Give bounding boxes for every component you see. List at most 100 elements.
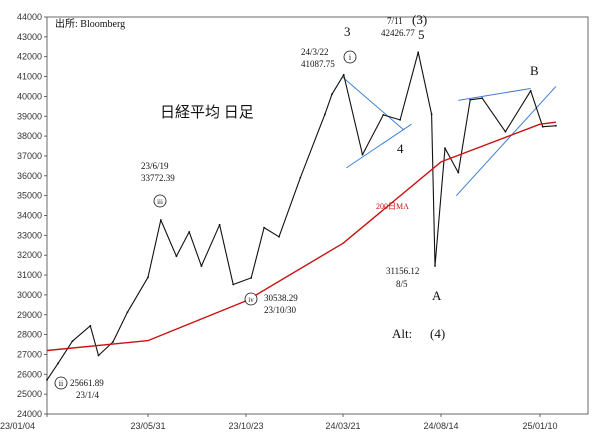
price-series-line <box>46 51 556 381</box>
price-point <box>46 379 48 381</box>
y-tick-label: 26000 <box>17 369 42 379</box>
anno-value-31156: 31156.12 <box>386 266 419 276</box>
x-tick-label: 24/08/14 <box>423 421 458 431</box>
price-point <box>57 362 59 365</box>
circle-label-iii: iii <box>153 194 167 208</box>
anno-value-41087: 41087.75 <box>301 59 335 69</box>
ma-series-line <box>46 121 556 352</box>
price-point <box>250 277 253 279</box>
anno-value-30538: 30538.29 <box>264 293 298 303</box>
y-tick-label: 29000 <box>17 310 42 320</box>
ma-label: 200日MA <box>376 202 409 211</box>
price-point <box>200 265 203 267</box>
price-point <box>555 124 557 127</box>
price-point <box>529 89 532 92</box>
y-tick-label: 30000 <box>17 290 42 300</box>
svg-text:i: i <box>349 53 352 62</box>
alt-label: Alt: <box>392 326 412 341</box>
price-point <box>112 341 114 343</box>
y-tick-label: 39000 <box>17 111 42 121</box>
wave-label-5: 5 <box>418 27 425 42</box>
price-point <box>331 93 333 96</box>
y-tick-label: 43000 <box>17 32 42 42</box>
circle-label-ii: ii <box>54 376 68 390</box>
alt-wave-4: (4) <box>430 326 445 341</box>
anno-date-0619: 23/6/19 <box>141 161 169 171</box>
price-point <box>126 311 129 314</box>
price-point <box>89 324 92 327</box>
x-tick-label: 23/05/31 <box>130 421 165 431</box>
price-point <box>324 113 326 116</box>
anno-value-33772: 33772.39 <box>141 173 175 183</box>
svg-text:ii: ii <box>59 379 64 388</box>
price-point <box>417 51 420 54</box>
price-point <box>188 231 191 233</box>
price-point <box>430 113 433 116</box>
y-tick-label: 41000 <box>17 72 42 82</box>
price-point <box>263 226 265 229</box>
x-tick-label: 25/01/10 <box>522 421 557 431</box>
x-tick-label: 23/10/23 <box>228 421 263 431</box>
y-tick-label: 37000 <box>17 151 42 161</box>
anno-date-1030: 23/10/30 <box>264 305 297 315</box>
trendline <box>342 77 405 131</box>
y-tick-label: 25000 <box>17 389 42 399</box>
price-point <box>399 119 401 121</box>
price-point <box>299 176 302 179</box>
y-tick-label: 34000 <box>17 211 42 221</box>
price-point <box>71 340 74 343</box>
wave-label-3-paren: (3) <box>412 12 427 27</box>
chart-title: 日経平均 日足 <box>160 104 254 121</box>
y-tick-label: 35000 <box>17 191 42 201</box>
y-tick-label: 27000 <box>17 349 42 359</box>
circle-label-i: i <box>343 50 357 64</box>
wave-label-a: A <box>432 288 442 303</box>
trendline <box>458 87 531 101</box>
axes: 24000 25000 26000 27000 28000 29000 30000 31000… <box>0 12 589 431</box>
price-point <box>361 153 364 156</box>
y-tick-label: 36000 <box>17 171 42 181</box>
anno-date-0104: 23/1/4 <box>76 390 100 400</box>
price-point <box>504 130 507 133</box>
price-point <box>278 235 280 238</box>
anno-date-0322: 24/3/22 <box>301 47 329 57</box>
y-tick-label: 31000 <box>17 270 42 280</box>
x-tick-label: 24/03/21 <box>325 421 360 431</box>
circle-label-iv: iv <box>244 292 258 306</box>
y-tick-label: 40000 <box>17 91 42 101</box>
y-tick-label: 24000 <box>17 409 42 419</box>
price-point <box>218 223 221 226</box>
price-point <box>444 147 446 150</box>
svg-text:iv: iv <box>248 296 254 304</box>
y-tick-label: 38000 <box>17 131 42 141</box>
y-tick-label: 28000 <box>17 330 42 340</box>
y-tick-label: 42000 <box>17 52 42 62</box>
svg-text:iii: iii <box>157 198 163 206</box>
x-tick-label: 23/01/04 <box>0 421 35 431</box>
price-point <box>481 97 484 100</box>
y-tick-label: 33000 <box>17 230 42 240</box>
price-point <box>434 265 436 267</box>
plot-frame <box>46 16 589 415</box>
y-tick-label: 44000 <box>17 12 42 22</box>
wave-label-3: 3 <box>344 24 351 39</box>
wave-label-b: B <box>530 63 539 78</box>
price-point <box>159 219 162 221</box>
price-point <box>175 255 178 258</box>
price-point <box>469 98 472 101</box>
anno-value-42426: 42426.77 <box>381 28 415 38</box>
price-point <box>342 73 345 76</box>
anno-value-25661: 25661.89 <box>70 378 104 388</box>
price-point <box>541 125 544 128</box>
anno-date-0805: 8/5 <box>396 279 408 289</box>
wave-label-4: 4 <box>397 141 404 156</box>
price-point <box>97 354 100 357</box>
anno-date-0711: 7/11 <box>387 16 403 26</box>
price-point <box>382 114 385 116</box>
source-label: 出所: Bloomberg <box>55 17 125 30</box>
series-group <box>46 51 557 381</box>
price-point <box>147 276 149 279</box>
trendline <box>346 123 412 169</box>
price-point <box>457 171 460 174</box>
